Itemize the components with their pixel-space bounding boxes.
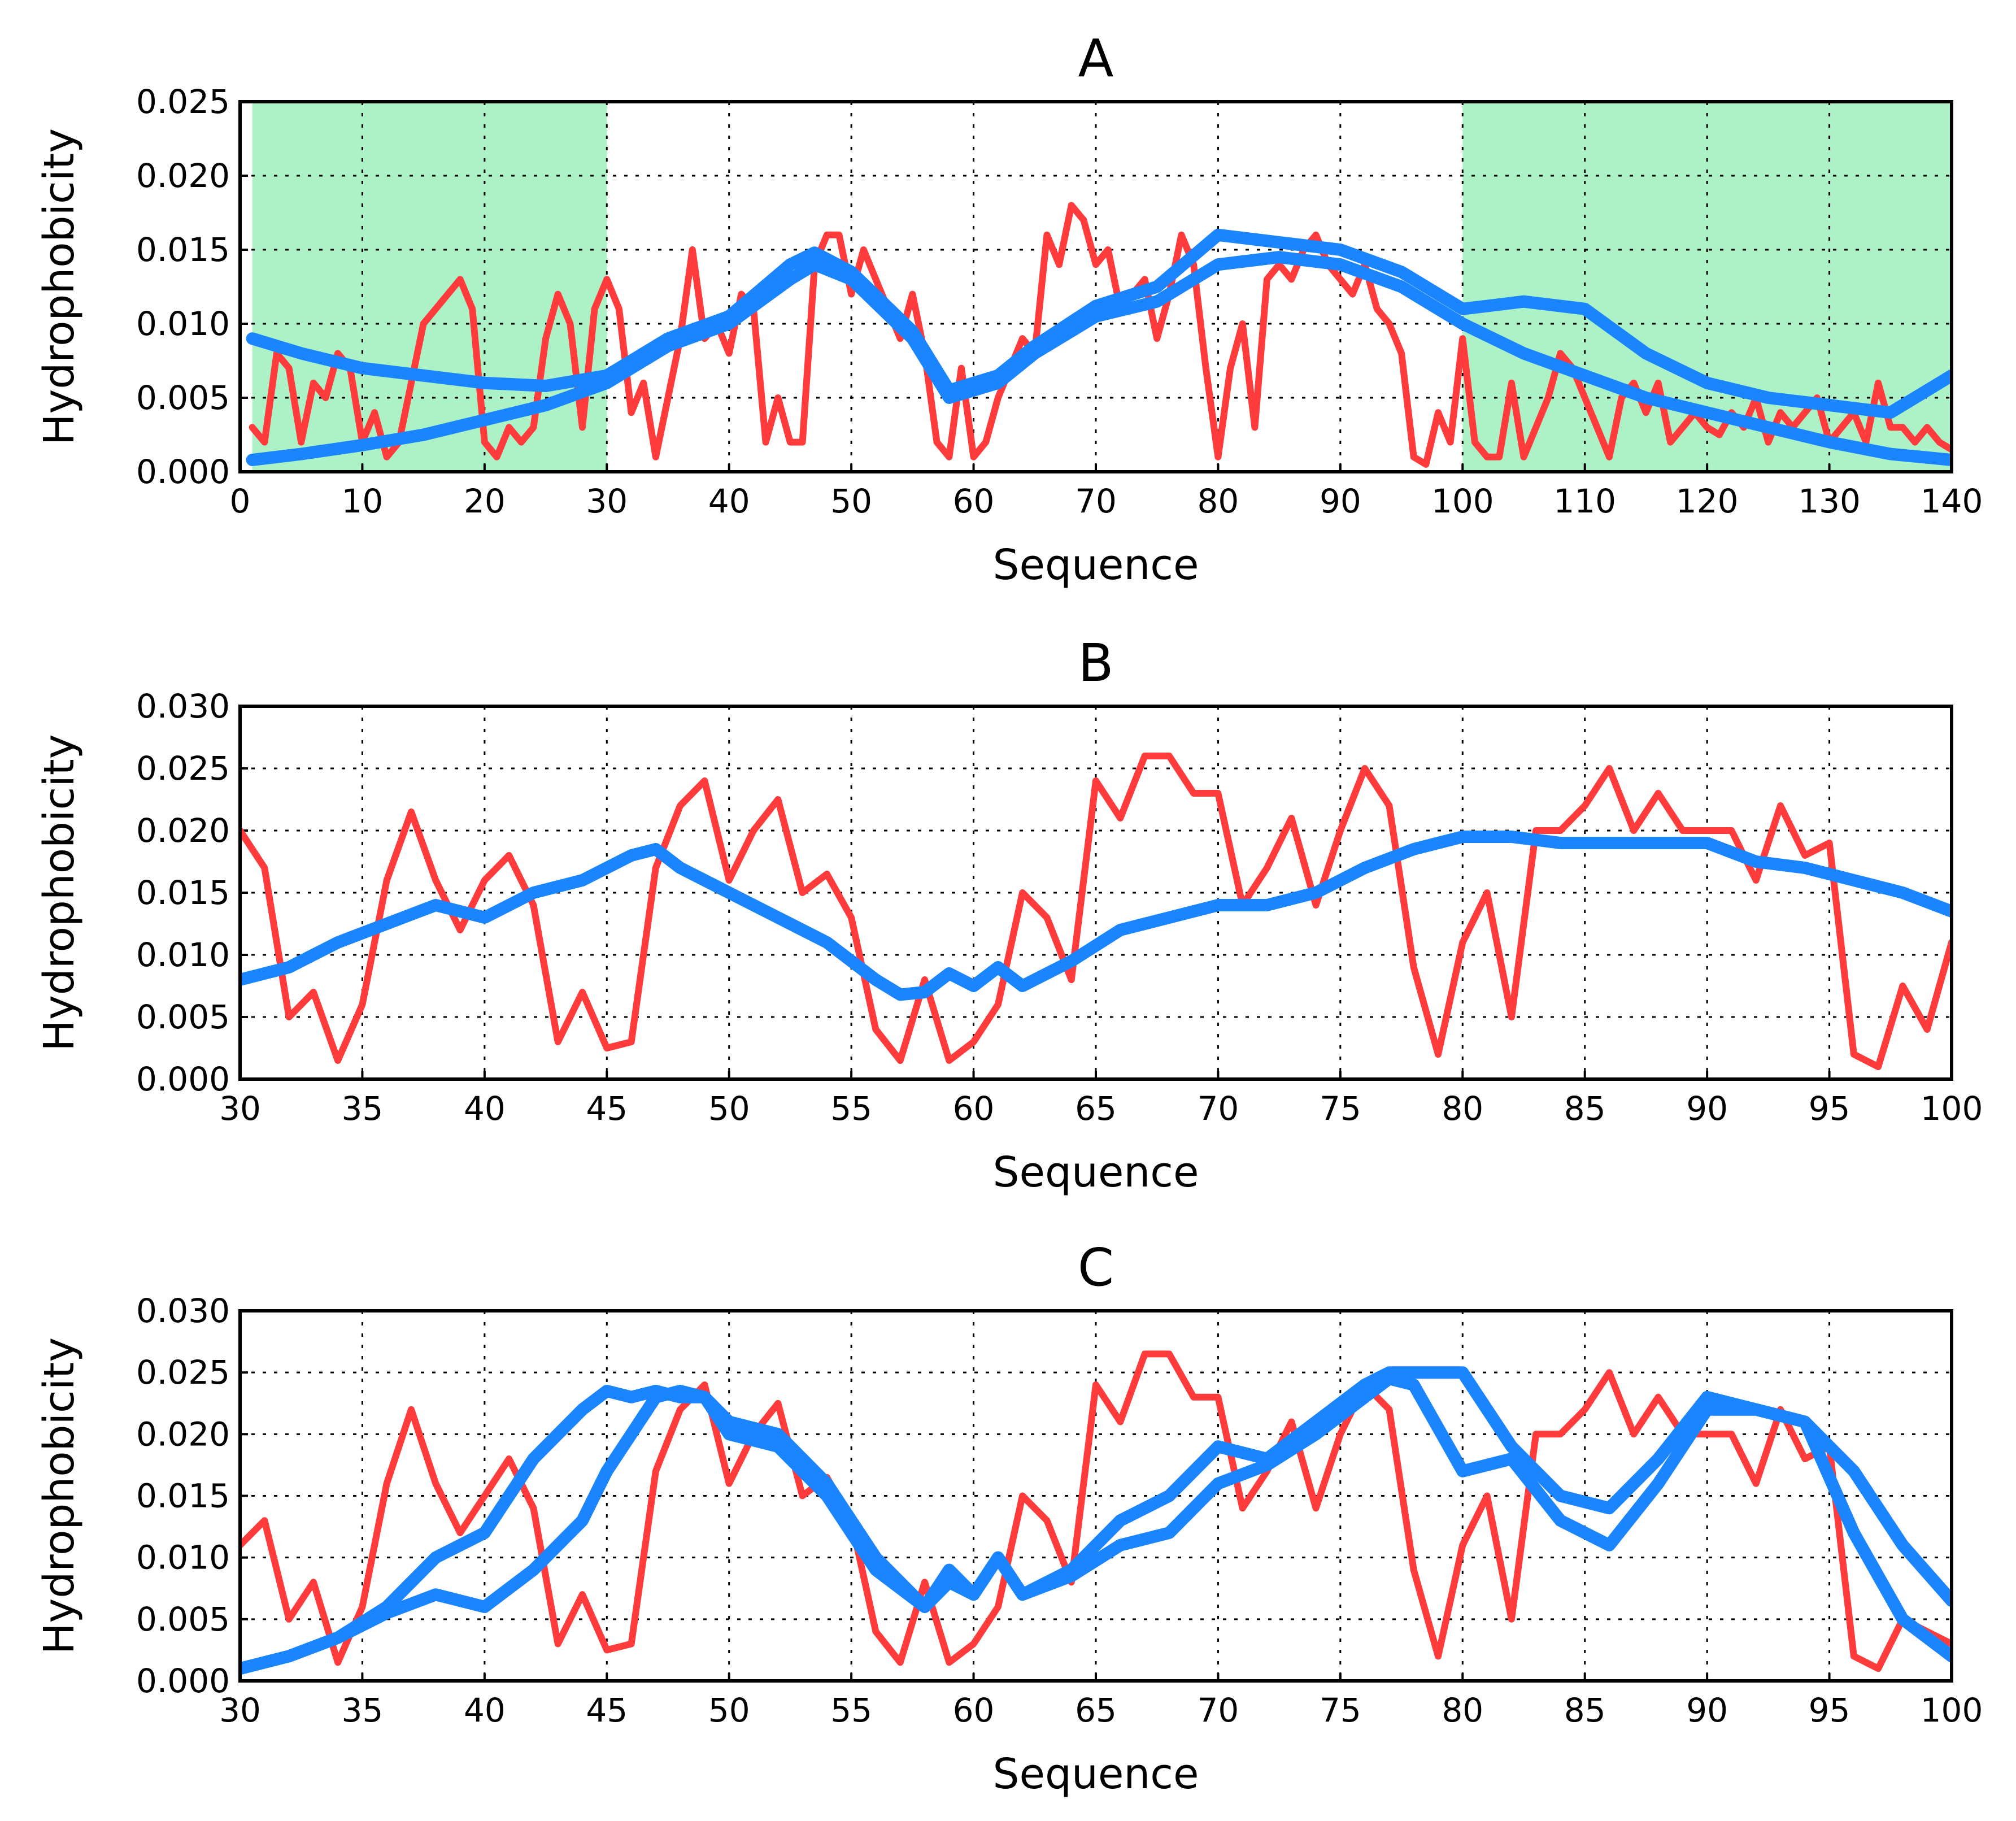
x-tick-label-c: 40 [464, 1691, 506, 1729]
panel-a: 0 10 20 30 40 50 60 70 80 90 100 110 120 130 140 0.000 0… [35, 28, 1983, 589]
x-tick-label-b: 45 [586, 1089, 628, 1128]
series-blue-b [240, 831, 1952, 1001]
x-tick-label-a: 80 [1198, 482, 1239, 520]
x-tick-label-a: 40 [708, 482, 750, 520]
panel-title-b: B [1078, 633, 1113, 693]
y-tick-label-b: 0.020 [136, 811, 230, 850]
y-axis-label-a: Hydrophobicity [35, 128, 84, 445]
x-tick-label-a: 10 [342, 482, 384, 520]
y-tick-label-c: 0.025 [136, 1353, 230, 1392]
x-tick-label-c: 95 [1809, 1691, 1850, 1729]
x-tick-label-c: 60 [953, 1691, 995, 1729]
y-tick-label-b: 0.010 [136, 936, 230, 974]
x-tick-label-c: 50 [708, 1691, 750, 1729]
y-tick-label-b: 0.025 [136, 749, 230, 788]
x-tick-label-a: 30 [586, 482, 628, 520]
x-tick-label-b: 100 [1921, 1089, 1983, 1128]
x-tick-label-c: 35 [342, 1691, 384, 1729]
y-tick-label-b: 0.005 [136, 998, 230, 1036]
x-tick-label-c: 100 [1921, 1691, 1983, 1729]
x-tick-label-b: 40 [464, 1089, 506, 1128]
series-group-b [240, 753, 1952, 1070]
x-tick-label-b: 80 [1442, 1089, 1483, 1128]
x-tick-label-a: 100 [1431, 482, 1494, 520]
y-tick-label-b: 0.000 [136, 1060, 230, 1098]
x-tick-label-b: 75 [1320, 1089, 1361, 1128]
panel-title-c: C [1078, 1237, 1114, 1298]
x-tick-label-b: 85 [1564, 1089, 1606, 1128]
plot-frame-a [238, 100, 1953, 473]
x-tick-label-c: 70 [1198, 1691, 1239, 1729]
x-tick-label-c: 45 [586, 1691, 628, 1729]
plot-frame-c [238, 1309, 1953, 1683]
x-tick-label-b: 65 [1075, 1089, 1117, 1128]
x-tick-label-a: 50 [830, 482, 872, 520]
plot-frame-b [238, 705, 1953, 1081]
y-tick-label-a: 0.025 [136, 82, 230, 121]
x-tick-label-a: 110 [1553, 482, 1616, 520]
y-tick-label-c: 0.010 [136, 1538, 230, 1577]
x-tick-label-c: 30 [219, 1691, 261, 1729]
x-tick-label-b: 30 [219, 1089, 261, 1128]
y-tick-label-c: 0.020 [136, 1415, 230, 1453]
x-axis-label-b: Sequence [992, 1148, 1199, 1197]
x-tick-label-c: 55 [830, 1691, 872, 1729]
x-tick-label-b: 55 [830, 1089, 872, 1128]
x-tick-label-a: 70 [1075, 482, 1117, 520]
series-blue-upper-a [246, 228, 1952, 419]
series-group-a [246, 202, 1952, 468]
x-axis-label-c: Sequence [992, 1750, 1199, 1798]
series-red-b [240, 753, 1952, 1070]
x-tick-label-a: 20 [464, 482, 506, 520]
y-tick-label-b: 0.015 [136, 873, 230, 912]
x-tick-label-b: 95 [1809, 1089, 1850, 1128]
y-tick-label-a: 0.020 [136, 157, 230, 195]
x-tick-label-b: 70 [1198, 1089, 1239, 1128]
x-tick-label-c: 80 [1442, 1691, 1483, 1729]
y-tick-label-b: 0.030 [136, 687, 230, 725]
x-tick-label-b: 60 [953, 1089, 995, 1128]
x-tick-label-a: 0 [230, 482, 251, 520]
x-tick-label-b: 50 [708, 1089, 750, 1128]
panel-title-a: A [1078, 28, 1114, 89]
x-tick-label-a: 60 [953, 482, 995, 520]
x-axis-label-a: Sequence [992, 541, 1199, 589]
y-axis-label-c: Hydrophobicity [35, 1337, 84, 1654]
y-tick-label-c: 0.005 [136, 1600, 230, 1639]
x-tick-label-c: 65 [1075, 1691, 1117, 1729]
series-group-c [240, 1350, 1952, 1675]
x-tick-label-b: 90 [1686, 1089, 1728, 1128]
y-tick-label-a: 0.000 [136, 453, 230, 491]
x-tick-label-c: 90 [1686, 1691, 1728, 1729]
x-tick-label-a: 90 [1320, 482, 1361, 520]
y-axis-label-b: Hydrophobicity [35, 734, 84, 1051]
y-tick-label-c: 0.000 [136, 1662, 230, 1700]
series-blue-late-c [240, 1372, 1952, 1675]
x-tick-label-b: 35 [342, 1089, 384, 1128]
y-tick-label-c: 0.015 [136, 1477, 230, 1515]
panel-c: 30 35 40 45 50 55 60 65 70 75 80 85 90 95 100 0.000 0.00… [35, 1237, 1983, 1798]
y-tick-label-a: 0.010 [136, 305, 230, 343]
panel-b: 30 35 40 45 50 55 60 65 70 75 80 85 90 95 100 0.000 0.00… [35, 633, 1983, 1197]
x-tick-label-a: 120 [1676, 482, 1739, 520]
x-tick-label-a: 130 [1798, 482, 1861, 520]
x-tick-label-c: 75 [1320, 1691, 1361, 1729]
series-red-c [240, 1350, 1952, 1672]
x-tick-label-c: 85 [1564, 1691, 1606, 1729]
y-tick-label-c: 0.030 [136, 1292, 230, 1330]
x-tick-label-a: 140 [1921, 482, 1983, 520]
y-tick-label-a: 0.015 [136, 231, 230, 269]
y-tick-label-a: 0.005 [136, 379, 230, 417]
